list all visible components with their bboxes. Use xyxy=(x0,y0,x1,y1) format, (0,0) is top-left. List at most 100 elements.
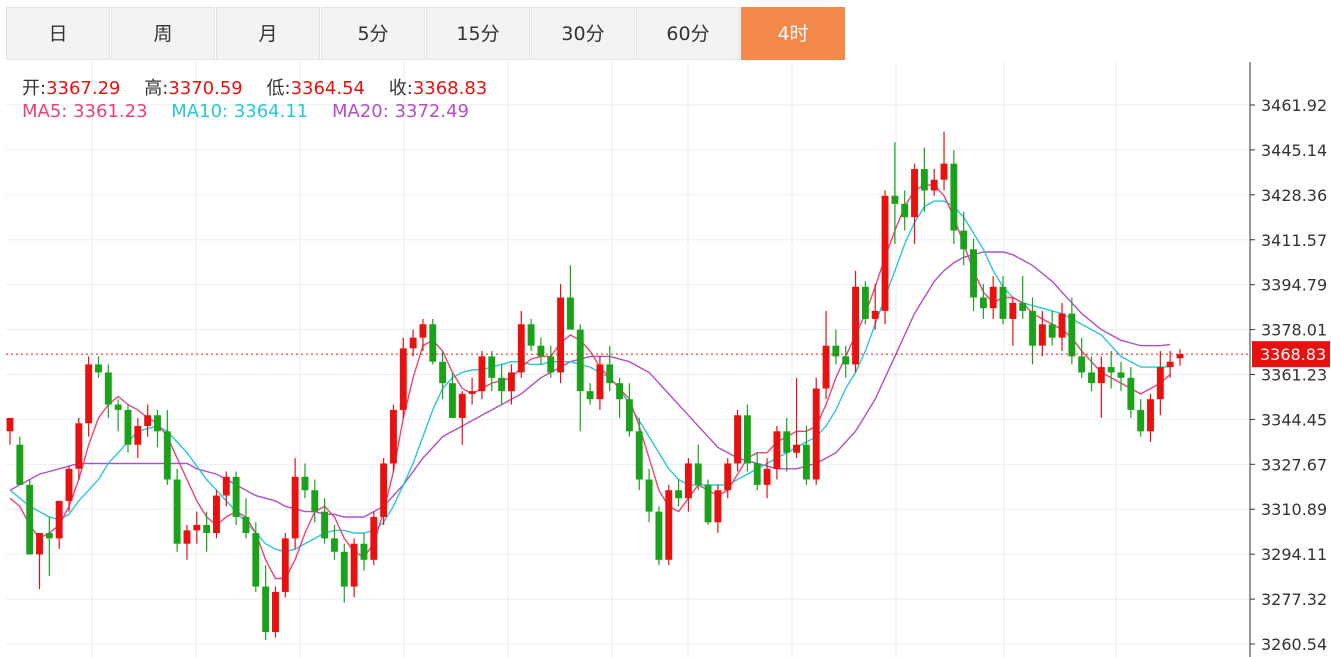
candle xyxy=(517,310,525,378)
candle xyxy=(576,324,584,432)
candle-body xyxy=(173,479,181,544)
ma10-value: 3364.11 xyxy=(233,101,309,122)
candle-body xyxy=(232,476,240,517)
candle-body xyxy=(1156,367,1164,400)
candle xyxy=(1147,393,1154,443)
candle-body xyxy=(507,372,515,392)
candle xyxy=(940,131,948,191)
candle xyxy=(1048,310,1056,346)
candle xyxy=(380,458,388,526)
candle-body xyxy=(1127,377,1135,410)
candle-body xyxy=(1068,313,1076,357)
candle xyxy=(625,383,633,437)
candle xyxy=(311,479,319,523)
candle-body xyxy=(940,163,948,180)
candle-body xyxy=(606,364,614,384)
candle-body xyxy=(272,591,279,633)
price-axis: 3461.92 3445.14 3428.36 3411.57 3394.79 3378.… xyxy=(1250,96,1327,654)
candle xyxy=(350,538,358,598)
candle-body xyxy=(743,415,751,464)
open-value: 3367.29 xyxy=(46,78,121,99)
candle xyxy=(783,417,791,472)
y-tick-label: 3344.45 xyxy=(1261,410,1327,429)
candle-body xyxy=(891,195,899,204)
ma20-label: MA20: xyxy=(332,101,389,122)
candle-body xyxy=(65,468,73,501)
candle-body xyxy=(616,383,624,400)
candle xyxy=(871,284,879,330)
candle-body xyxy=(399,348,407,410)
moving-average-lines xyxy=(9,184,1171,580)
candle-body xyxy=(714,490,722,523)
candle-body xyxy=(822,345,830,389)
candle xyxy=(262,565,270,641)
candle-body xyxy=(517,324,525,373)
candle xyxy=(439,351,447,400)
candle xyxy=(891,142,899,244)
candle xyxy=(950,150,958,244)
candle-body xyxy=(1088,372,1095,384)
candle-body xyxy=(213,495,220,534)
candle-body xyxy=(390,409,397,464)
ma20-value: 3372.49 xyxy=(394,101,469,122)
y-tick-label: 3277.32 xyxy=(1261,590,1327,609)
candle xyxy=(331,525,338,560)
candle xyxy=(488,351,496,392)
candle-body xyxy=(1117,372,1125,378)
candle xyxy=(1078,337,1086,378)
candle xyxy=(301,463,309,499)
candle xyxy=(704,479,712,526)
close-value: 3368.83 xyxy=(412,78,488,99)
candle xyxy=(675,479,683,507)
candle xyxy=(154,409,161,448)
candle xyxy=(478,351,486,400)
candle xyxy=(635,417,643,491)
ma10-label: MA10: xyxy=(171,101,229,122)
tab-day[interactable]: 日 xyxy=(6,7,110,60)
candle xyxy=(193,511,201,544)
tab-15min[interactable]: 15分 xyxy=(426,7,530,60)
candle-body xyxy=(262,586,270,633)
tab-60min[interactable]: 60分 xyxy=(636,7,740,60)
candle-body xyxy=(675,490,683,499)
candle-body xyxy=(763,468,771,485)
candle-body xyxy=(625,399,633,432)
candle xyxy=(901,190,909,231)
tab-4hour[interactable]: 4时 xyxy=(741,7,845,60)
last-price-badge xyxy=(1252,341,1330,368)
candle-body xyxy=(655,511,663,560)
candle xyxy=(970,238,977,311)
candle-body xyxy=(409,337,417,349)
candle xyxy=(586,383,594,405)
tab-5min[interactable]: 5分 xyxy=(321,7,425,60)
candle-body xyxy=(55,500,63,539)
y-tick-label: 3428.36 xyxy=(1261,186,1327,205)
candle-body xyxy=(596,364,604,400)
candle xyxy=(1137,399,1145,437)
low-label: 低: xyxy=(266,78,291,99)
candle-body xyxy=(881,195,889,311)
candle xyxy=(547,345,555,378)
candle-body xyxy=(547,356,555,373)
candle-body xyxy=(704,484,712,523)
candles xyxy=(6,131,1184,641)
candle-body xyxy=(331,538,338,552)
candle xyxy=(448,372,456,418)
tab-month[interactable]: 月 xyxy=(216,7,320,60)
candle xyxy=(75,417,83,480)
candle-body xyxy=(753,463,761,485)
candle xyxy=(596,356,604,410)
candle xyxy=(95,356,102,378)
candle xyxy=(281,533,289,598)
tab-week[interactable]: 周 xyxy=(111,7,215,60)
candle xyxy=(134,417,142,459)
candle-body xyxy=(124,409,132,445)
candle xyxy=(272,586,279,638)
y-tick-label: 3445.14 xyxy=(1261,141,1327,160)
y-tick-label: 3327.67 xyxy=(1261,455,1327,474)
candle-body xyxy=(1048,324,1056,338)
tab-30min[interactable]: 30分 xyxy=(531,7,635,60)
candle-body xyxy=(193,525,201,531)
candle-body xyxy=(960,230,968,250)
candle xyxy=(1176,349,1184,366)
